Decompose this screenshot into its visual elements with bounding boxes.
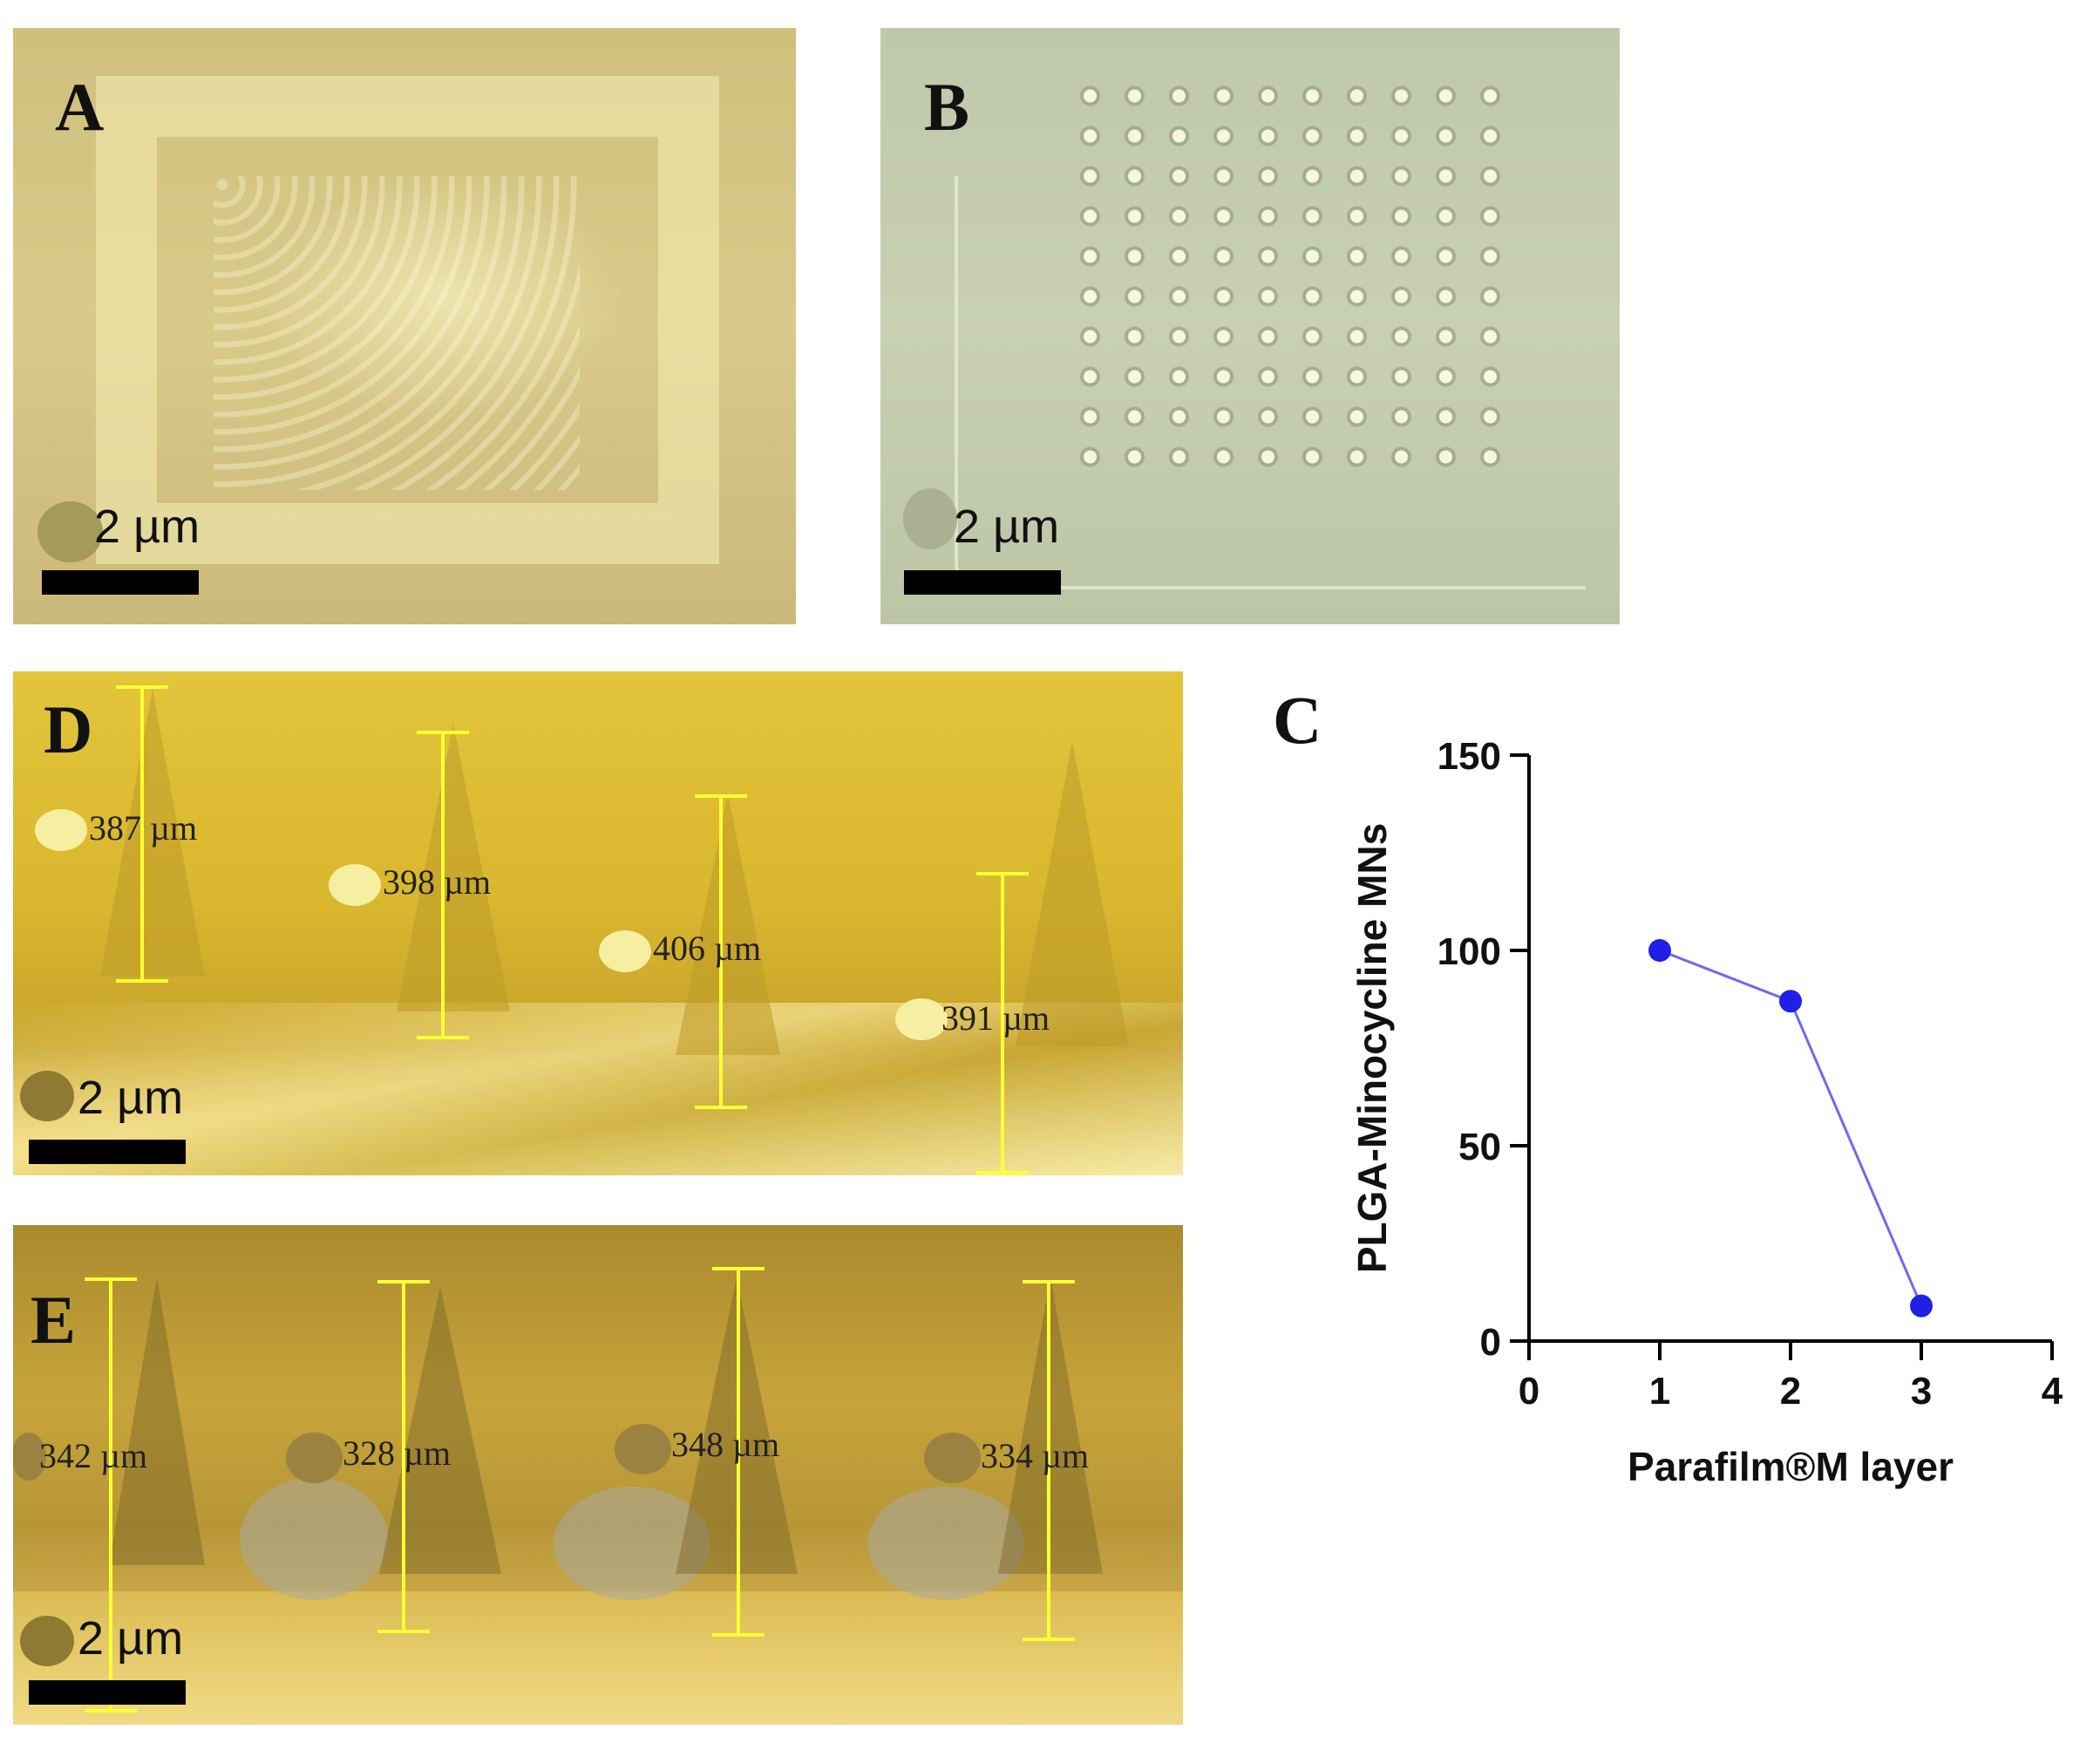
panel-a-letter: A bbox=[55, 69, 105, 145]
panel-e-scale-label: 2 µm bbox=[78, 1612, 184, 1665]
needle-base-2 bbox=[554, 1487, 710, 1600]
y-axis: 0 50 100 150 bbox=[1437, 735, 1531, 1364]
panel-d-micrograph: 387 µm 398 µm 406 µm 391 µm D 2 µm bbox=[13, 671, 1183, 1175]
panel-d-letter: D bbox=[44, 691, 93, 767]
scale-marker bbox=[20, 1616, 74, 1666]
x-axis: 0 1 2 3 4 bbox=[1519, 1339, 2063, 1413]
label-marker bbox=[615, 1424, 671, 1474]
array-area bbox=[214, 176, 580, 490]
label-marker bbox=[329, 864, 381, 906]
y-tick-label: 0 bbox=[1480, 1321, 1501, 1364]
needle-3 bbox=[676, 793, 780, 1055]
measurement-label-3: 348 µm bbox=[671, 1425, 780, 1464]
y-tick-label: 100 bbox=[1437, 930, 1501, 973]
data-point bbox=[1648, 939, 1671, 962]
x-tick-label: 3 bbox=[1911, 1370, 1932, 1413]
panel-b-letter: B bbox=[924, 69, 970, 145]
panel-e-micrograph: 342 µm 328 µm 348 µm 334 µm E 2 µm bbox=[13, 1225, 1183, 1725]
measurement-label-4: 334 µm bbox=[981, 1436, 1090, 1475]
y-axis-label: PLGA-Minocycline MNs bbox=[1349, 823, 1395, 1273]
needle-2 bbox=[397, 724, 510, 1011]
measurement-label-4: 391 µm bbox=[941, 998, 1050, 1038]
data-point bbox=[1779, 990, 1802, 1013]
needle-base-1 bbox=[240, 1478, 388, 1600]
scale-marker bbox=[37, 501, 103, 562]
panel-a-scale-label: 2 µm bbox=[94, 500, 200, 553]
scale-marker bbox=[903, 488, 957, 549]
panel-e-scale-bar bbox=[29, 1680, 186, 1705]
needle-grid bbox=[1068, 76, 1512, 477]
data-point bbox=[1910, 1294, 1933, 1318]
measurement-label-1: 387 µm bbox=[89, 808, 198, 848]
patch-base bbox=[13, 1591, 1183, 1725]
panel-c-letter: C bbox=[1273, 682, 1322, 758]
patch-base bbox=[13, 1003, 1183, 1175]
array-frame bbox=[96, 76, 719, 564]
x-tick-label: 1 bbox=[1649, 1370, 1670, 1413]
label-marker bbox=[286, 1433, 343, 1483]
x-tick-label: 2 bbox=[1780, 1370, 1801, 1413]
label-marker bbox=[35, 809, 87, 851]
label-marker bbox=[13, 1433, 46, 1481]
needle-1 bbox=[109, 1277, 205, 1565]
y-tick-label: 150 bbox=[1437, 735, 1501, 778]
x-axis-label: Parafilm®M layer bbox=[1628, 1444, 1954, 1489]
series-line bbox=[1648, 939, 1933, 1318]
panel-a-micrograph: A 2 µm bbox=[13, 28, 796, 624]
panel-d-scale-bar bbox=[29, 1140, 186, 1164]
needle-1 bbox=[100, 689, 205, 977]
measurement-bars bbox=[85, 1267, 1075, 1713]
needle-4 bbox=[1016, 741, 1129, 1046]
panel-b-scale-bar bbox=[904, 570, 1061, 595]
x-tick-label: 4 bbox=[2042, 1370, 2063, 1413]
scale-marker bbox=[20, 1071, 74, 1121]
label-marker bbox=[895, 998, 948, 1040]
measurement-label-3: 406 µm bbox=[653, 929, 762, 968]
panel-e-letter: E bbox=[31, 1282, 77, 1358]
panel-d-scale-label: 2 µm bbox=[78, 1072, 184, 1124]
measurement-bars bbox=[116, 685, 1029, 1175]
measurement-label-2: 398 µm bbox=[383, 862, 492, 902]
panel-b-scale-label: 2 µm bbox=[954, 500, 1060, 553]
label-marker bbox=[924, 1433, 981, 1483]
measurement-label-2: 328 µm bbox=[343, 1433, 452, 1473]
y-tick-label: 50 bbox=[1458, 1126, 1501, 1168]
patch-edge bbox=[955, 176, 1586, 589]
panel-a-scale-bar bbox=[42, 570, 199, 595]
x-tick-label: 0 bbox=[1519, 1370, 1539, 1413]
panel-c-chart: C 0 50 100 150 0 1 2 3 4 PLGA-Minocycline MNs P… bbox=[1264, 663, 2100, 1517]
panel-b-micrograph: B 2 µm bbox=[880, 28, 1620, 624]
needle-2 bbox=[379, 1286, 501, 1574]
needle-base-3 bbox=[867, 1487, 1024, 1600]
label-marker bbox=[599, 930, 651, 972]
line-chart: C 0 50 100 150 0 1 2 3 4 PLGA-Minocycline MNs P… bbox=[1273, 682, 2063, 1489]
measurement-label-1: 342 µm bbox=[39, 1436, 148, 1475]
